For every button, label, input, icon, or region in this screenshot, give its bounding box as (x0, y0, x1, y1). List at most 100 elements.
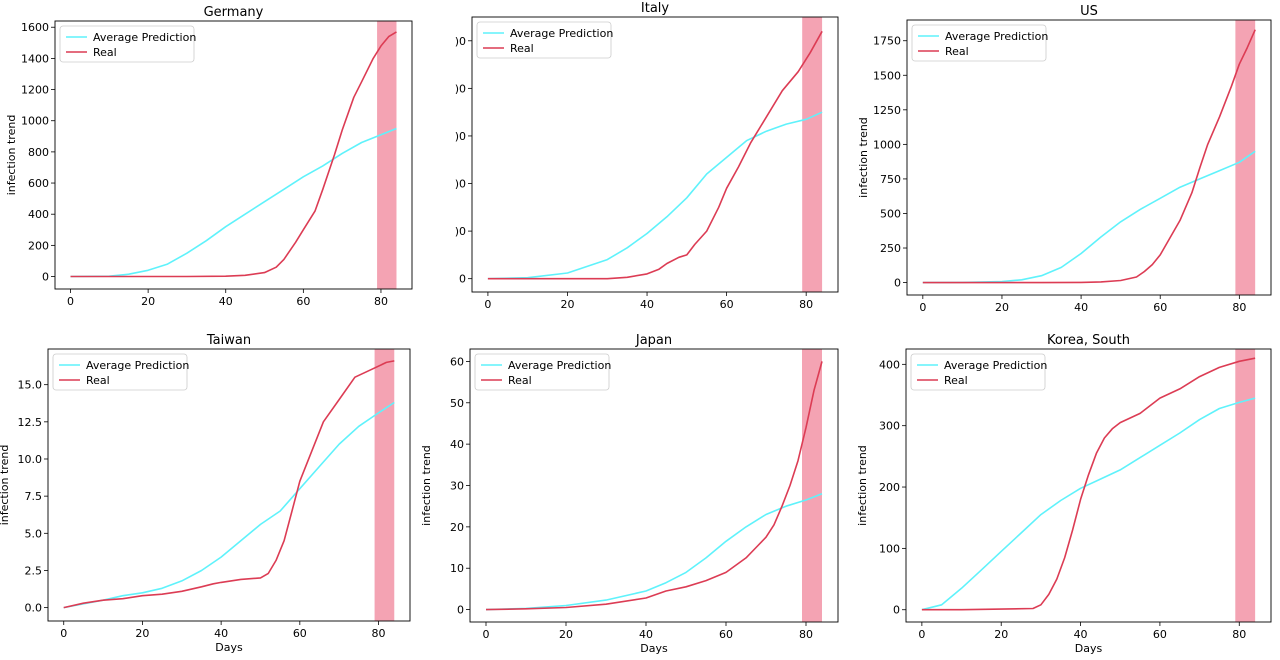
y-axis-label: infection trend (857, 117, 870, 198)
y-tick-label: 200 (879, 481, 900, 494)
x-tick-label: 20 (135, 627, 149, 640)
y-axis-label: infection trend (856, 445, 869, 526)
chart-title: Taiwan (206, 333, 251, 348)
chart-panel: 0 20 40 60 80 0 250 500 750 1000 1250 1500 1750 US inf… (857, 4, 1272, 314)
y-tick-label: 1000 (873, 138, 901, 151)
x-tick-label: 40 (219, 295, 233, 308)
y-tick-label: 0 (894, 277, 901, 290)
y-tick-label: 400 (28, 208, 49, 221)
legend-label-prediction: Average Prediction (93, 31, 196, 44)
x-tick-label: 60 (1153, 628, 1167, 641)
series-line-real (485, 361, 823, 611)
highlight-band (374, 349, 395, 621)
chart-panel: 0 20 40 60 8002004006008001000120014001600Ge… (5, 5, 413, 308)
legend-label-real: Real (945, 45, 969, 58)
y-tick-label: 200 (28, 239, 49, 252)
series-line-real (921, 357, 1256, 611)
legend-label-prediction: Average Prediction (945, 30, 1048, 43)
x-tick-label: 40 (639, 628, 653, 641)
x-tick-label: 0 (60, 627, 67, 640)
y-tick-label: 30 (450, 480, 464, 493)
y-axis-label: infection trend (0, 445, 11, 526)
y-tick-label: 0.0 (25, 602, 43, 615)
legend-label-real: Real (86, 374, 110, 387)
x-tick-label: 40 (640, 298, 654, 311)
x-tick-label: 20 (995, 301, 1009, 314)
chart-panel: 0 20 40 60 80 0.0 2.5 5.0 7.5 10.0 12.5 15.0 Taiwan i… (0, 333, 411, 654)
y-tick-label: 50 (450, 397, 464, 410)
y-tick-label: 5.0 (25, 527, 43, 540)
y-tick-label: 400 (879, 358, 900, 371)
y-tick-label: 800 (28, 146, 49, 159)
x-tick-label: 60 (293, 627, 307, 640)
x-tick-label: 40 (1074, 628, 1088, 641)
legend: Average Prediction Real (59, 25, 196, 63)
chart-title: Germany (204, 5, 264, 20)
highlight-band (377, 21, 397, 289)
legend: Average Prediction Real (474, 353, 611, 391)
chart-panel: 0 20 40 60 80 0)0)0)0)0)0 Italy Average Predict… (455, 1, 839, 311)
y-tick-label: 2.5 (25, 564, 43, 577)
y-tick-label: 40 (450, 438, 464, 451)
legend: Average Prediction Real (476, 21, 613, 59)
legend-box (59, 25, 195, 63)
y-tick-label: 1500 (873, 69, 901, 82)
legend: Average Prediction Real (52, 353, 189, 391)
x-tick-label: 20 (141, 295, 155, 308)
y-tick-label: 1400 (21, 52, 49, 65)
y-tick-label: 500 (880, 207, 901, 220)
legend-label-prediction: Average Prediction (508, 359, 611, 372)
y-tick-label: 7.5 (25, 490, 43, 503)
x-tick-label: 20 (994, 628, 1008, 641)
y-tick-label: 10 (450, 562, 464, 575)
legend-box (910, 353, 1046, 391)
legend-box (52, 353, 188, 391)
legend: Average Prediction Real (910, 353, 1047, 391)
x-tick-label: 80 (799, 628, 813, 641)
legend-label-real: Real (93, 46, 117, 59)
x-tick-label: 60 (296, 295, 310, 308)
y-tick-label: 60 (450, 355, 464, 368)
highlight-band (1235, 349, 1256, 622)
y-tick-label: 300 (879, 420, 900, 433)
y-tick-label: 20 (450, 521, 464, 534)
x-tick-label: 0 (67, 295, 74, 308)
x-tick-label: 0 (483, 628, 490, 641)
y-tick-label: 100 (879, 542, 900, 555)
axes-frame (906, 19, 1272, 296)
chart-panel: 0 20 40 60 80 0 100 200 300 400 Korea, South infect… (856, 333, 1272, 655)
chart-title: Italy (641, 1, 670, 16)
legend-box (911, 24, 1047, 62)
legend-box (474, 353, 610, 391)
legend-label-prediction: Average Prediction (510, 27, 613, 40)
x-tick-label: 40 (1074, 301, 1088, 314)
legend-box (476, 21, 612, 59)
highlight-band (802, 17, 823, 292)
chart-panel: 0 20 40 60 80 0 10 20 30 40 50 60 Japan infection tre… (420, 333, 839, 655)
legend-label-real: Real (944, 374, 968, 387)
y-tick-label: 1000 (21, 115, 49, 128)
series-line-prediction (485, 493, 823, 611)
chart-title: US (1080, 4, 1098, 19)
legend-label-prediction: Average Prediction (944, 359, 1047, 372)
series-line-prediction (70, 127, 397, 278)
x-tick-label: 80 (799, 298, 813, 311)
y-tick-label: )0 (455, 225, 466, 238)
y-tick-label: 10.0 (18, 453, 43, 466)
y-tick-label: 0 (457, 604, 464, 617)
y-tick-label: 600 (28, 177, 49, 190)
x-axis-label: Days (1075, 642, 1103, 655)
y-tick-label: 1750 (873, 35, 901, 48)
x-tick-label: 0 (484, 298, 491, 311)
series-line-real (63, 360, 395, 609)
y-axis-label: infection trend (420, 445, 433, 526)
x-tick-label: 60 (719, 628, 733, 641)
x-tick-label: 40 (214, 627, 228, 640)
legend: Average Prediction Real (911, 24, 1048, 62)
series-line-real (487, 30, 823, 280)
x-tick-label: 80 (374, 295, 388, 308)
y-tick-label: )0 (455, 82, 466, 95)
x-axis-label: Days (215, 641, 243, 654)
y-tick-label: 1600 (21, 21, 49, 34)
y-tick-label: 1200 (21, 84, 49, 97)
